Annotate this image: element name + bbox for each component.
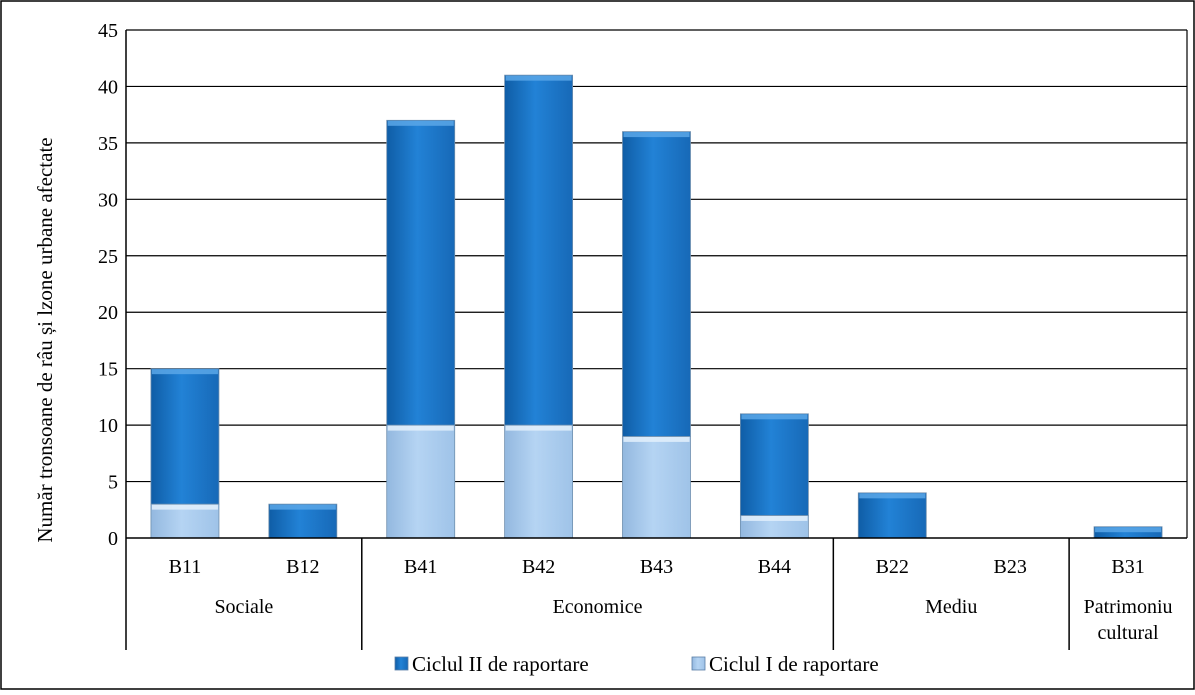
x-tick-label-B41: B41 [404, 556, 437, 578]
x-tick-label-B22: B22 [876, 556, 909, 578]
group-label: Patrimoniu [1084, 596, 1173, 618]
y-axis-title: Număr tronsoane de râu și lzone urbane a… [33, 137, 57, 542]
x-tick-label-B11: B11 [169, 556, 202, 578]
legend-label: Ciclul I de raportare [709, 652, 879, 676]
bar-B43-ciclul-ii [622, 131, 691, 437]
bars [150, 74, 1163, 539]
bar-B22-ciclul-ii [857, 492, 927, 539]
y-tick-label: 20 [98, 302, 118, 324]
group-label: Sociale [214, 596, 273, 618]
bar-B44-ciclul-ii [739, 413, 809, 516]
legend: Ciclul II de raportare Ciclul I de raport… [394, 652, 879, 676]
x-tick-label-B42: B42 [522, 556, 555, 578]
x-tick-label-B43: B43 [640, 556, 673, 578]
legend-swatch [691, 656, 706, 671]
group-label: cultural [1098, 622, 1160, 644]
legend-item: Ciclul II de raportare [394, 652, 589, 676]
bar-B44-ciclul-i [739, 515, 809, 539]
bar-B43-ciclul-i [622, 435, 691, 539]
y-tick-label: 10 [98, 415, 118, 437]
y-tick-label: 35 [98, 133, 118, 155]
y-tick-label: 30 [98, 189, 118, 211]
legend-swatch [394, 656, 409, 671]
y-tick-label: 40 [98, 76, 118, 98]
bar-B42-ciclul-ii [504, 74, 574, 426]
axes: 0 5 10 15 20 25 30 35 40 45 B11 B12 B41 B42 B43 B44 B22 B… [98, 20, 1188, 650]
x-tick-label-B12: B12 [286, 556, 319, 578]
bar-B41-ciclul-i [386, 424, 456, 539]
bar-B41-ciclul-ii [386, 119, 456, 426]
y-tick-label: 0 [108, 528, 118, 550]
y-tick-label: 15 [98, 359, 118, 381]
bar-B11-ciclul-i [150, 503, 220, 539]
legend-item: Ciclul I de raportare [691, 652, 879, 676]
bar-B31-ciclul-ii [1093, 526, 1163, 539]
y-tick-label: 5 [108, 472, 118, 494]
y-tick-label: 45 [98, 20, 118, 42]
legend-label: Ciclul II de raportare [412, 652, 589, 676]
y-tick-label: 25 [98, 246, 118, 268]
bar-B42-ciclul-i [504, 424, 574, 539]
x-tick-label-B31: B31 [1111, 556, 1144, 578]
x-tick-label-B44: B44 [758, 556, 791, 578]
bar-B12-ciclul-ii [268, 503, 338, 539]
group-label: Mediu [925, 596, 977, 618]
bar-B11-ciclul-ii [150, 368, 220, 505]
x-tick-label-B23: B23 [993, 556, 1026, 578]
group-label: Economice [553, 596, 643, 618]
